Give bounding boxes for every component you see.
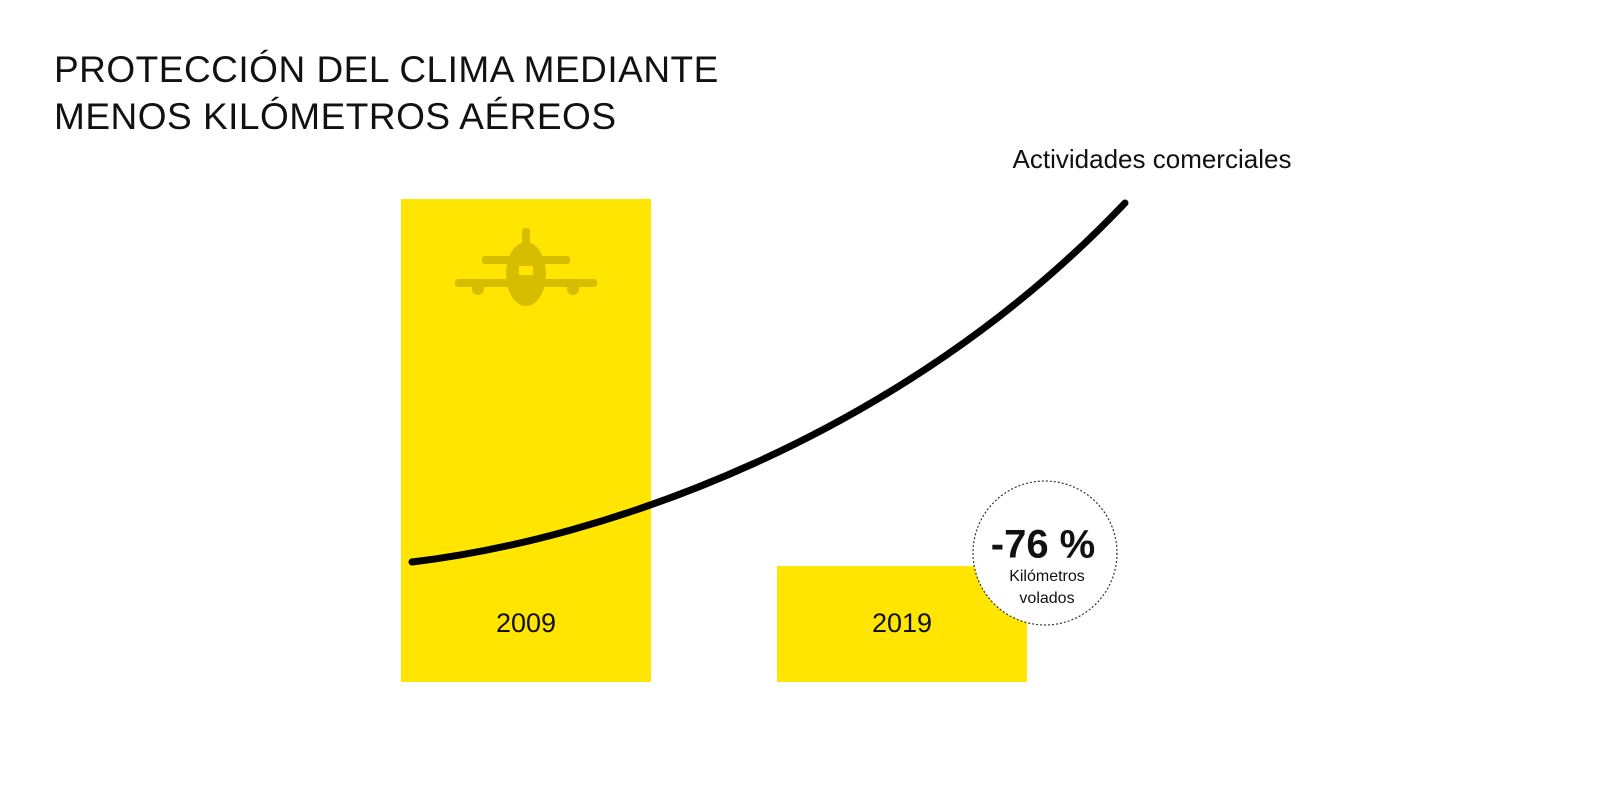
annotation-text: Kilómetros: [1009, 568, 1085, 585]
annotation-value: -76 %: [991, 523, 1096, 567]
annotation-text: volados: [1019, 590, 1074, 607]
trend-curve: [408, 199, 1129, 566]
x-tick-label: 2009: [496, 608, 556, 638]
bars: 2009 2019: [401, 199, 1027, 682]
curve-label: Actividades comerciales: [1013, 144, 1292, 174]
chart-title: PROTECCIÓN DEL CLIMA MEDIANTE MENOS KILÓ…: [54, 49, 719, 137]
airplane-icon: [455, 228, 597, 306]
x-tick-label: 2019: [872, 608, 932, 638]
annotation-circle: [972, 480, 1118, 626]
